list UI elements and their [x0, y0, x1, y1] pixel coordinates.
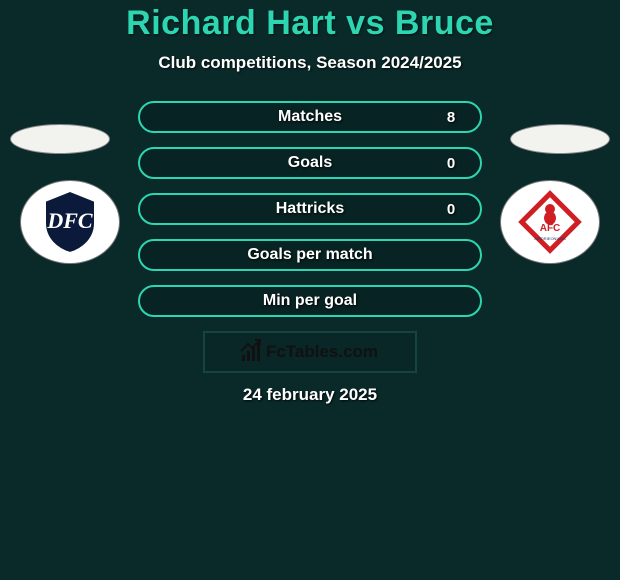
svg-text:AIRDRIEONIANS: AIRDRIEONIANS [534, 236, 566, 241]
stat-row: Hattricks 0 [138, 193, 482, 225]
stats-list: Matches 8 Goals 0 Hattricks 0 Goals per … [138, 101, 482, 317]
stat-row: Goals per match [138, 239, 482, 271]
stat-label: Goals [184, 154, 436, 172]
comparison-card: Richard Hart vs Bruce Club competitions,… [0, 0, 620, 580]
club-right-code: AFC [540, 223, 561, 234]
page-title: Richard Hart vs Bruce [0, 4, 620, 43]
stat-value-right: 8 [436, 109, 466, 126]
stat-value-right: 0 [436, 201, 466, 218]
player-left-placeholder [10, 124, 110, 154]
stat-row: Min per goal [138, 285, 482, 317]
stat-label: Matches [184, 108, 436, 126]
diamond-icon: AFC AIRDRIEONIANS [513, 185, 587, 259]
stat-label: Hattricks [184, 200, 436, 218]
stat-value-right: 0 [436, 155, 466, 172]
watermark-text: FcTables.com [266, 342, 378, 362]
stat-row: Matches 8 [138, 101, 482, 133]
stat-label: Min per goal [184, 292, 436, 310]
watermark: FcTables.com [203, 331, 417, 373]
player-right-placeholder [510, 124, 610, 154]
stat-row: Goals 0 [138, 147, 482, 179]
club-crest-left: DFC [20, 180, 120, 264]
bar-chart-icon [242, 343, 262, 361]
club-crest-right: AFC AIRDRIEONIANS [500, 180, 600, 264]
subtitle: Club competitions, Season 2024/2025 [0, 53, 620, 73]
shield-icon: DFC [35, 187, 105, 257]
stat-label: Goals per match [184, 246, 436, 264]
club-left-code: DFC [46, 208, 93, 233]
date-label: 24 february 2025 [0, 385, 620, 405]
